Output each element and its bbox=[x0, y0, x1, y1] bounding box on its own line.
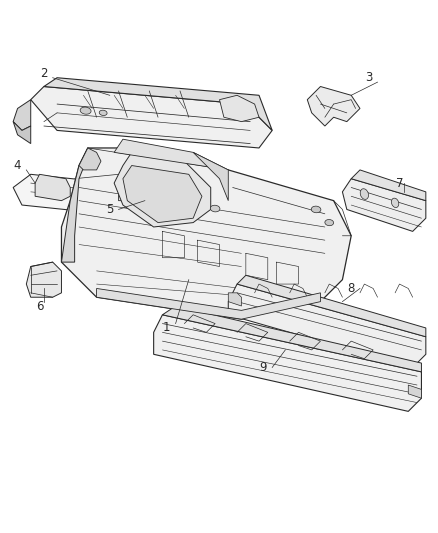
Polygon shape bbox=[166, 192, 197, 214]
Polygon shape bbox=[79, 148, 101, 170]
Ellipse shape bbox=[162, 199, 171, 205]
Polygon shape bbox=[350, 170, 425, 200]
Polygon shape bbox=[13, 174, 250, 227]
Polygon shape bbox=[13, 122, 31, 143]
Polygon shape bbox=[123, 166, 201, 223]
Polygon shape bbox=[342, 179, 425, 231]
Polygon shape bbox=[61, 148, 350, 319]
Ellipse shape bbox=[324, 220, 333, 225]
Ellipse shape bbox=[360, 189, 367, 199]
Ellipse shape bbox=[80, 107, 91, 114]
Ellipse shape bbox=[210, 205, 219, 212]
Polygon shape bbox=[61, 148, 88, 262]
Polygon shape bbox=[35, 174, 70, 200]
Text: 1: 1 bbox=[162, 321, 170, 335]
Polygon shape bbox=[237, 275, 425, 337]
Text: 7: 7 bbox=[395, 176, 403, 190]
Text: 4: 4 bbox=[14, 159, 21, 172]
Polygon shape bbox=[31, 86, 272, 148]
Text: 6: 6 bbox=[35, 300, 43, 312]
Polygon shape bbox=[26, 262, 61, 297]
Polygon shape bbox=[101, 174, 232, 227]
Ellipse shape bbox=[99, 110, 107, 116]
Text: 2: 2 bbox=[40, 67, 48, 80]
Ellipse shape bbox=[311, 206, 320, 213]
Polygon shape bbox=[96, 288, 320, 319]
Polygon shape bbox=[13, 100, 31, 131]
Polygon shape bbox=[153, 315, 420, 411]
Polygon shape bbox=[228, 284, 425, 367]
Polygon shape bbox=[162, 306, 420, 372]
Polygon shape bbox=[114, 152, 210, 227]
Polygon shape bbox=[118, 183, 140, 200]
Ellipse shape bbox=[87, 156, 97, 162]
Polygon shape bbox=[219, 95, 258, 122]
Polygon shape bbox=[114, 139, 228, 170]
Text: 5: 5 bbox=[106, 203, 113, 216]
Polygon shape bbox=[193, 152, 228, 200]
Text: 9: 9 bbox=[259, 361, 267, 374]
Polygon shape bbox=[228, 293, 241, 306]
Text: 3: 3 bbox=[364, 71, 371, 84]
Text: 8: 8 bbox=[347, 282, 354, 295]
Ellipse shape bbox=[391, 198, 398, 207]
Polygon shape bbox=[44, 78, 272, 131]
Polygon shape bbox=[307, 86, 359, 126]
Polygon shape bbox=[407, 385, 420, 398]
